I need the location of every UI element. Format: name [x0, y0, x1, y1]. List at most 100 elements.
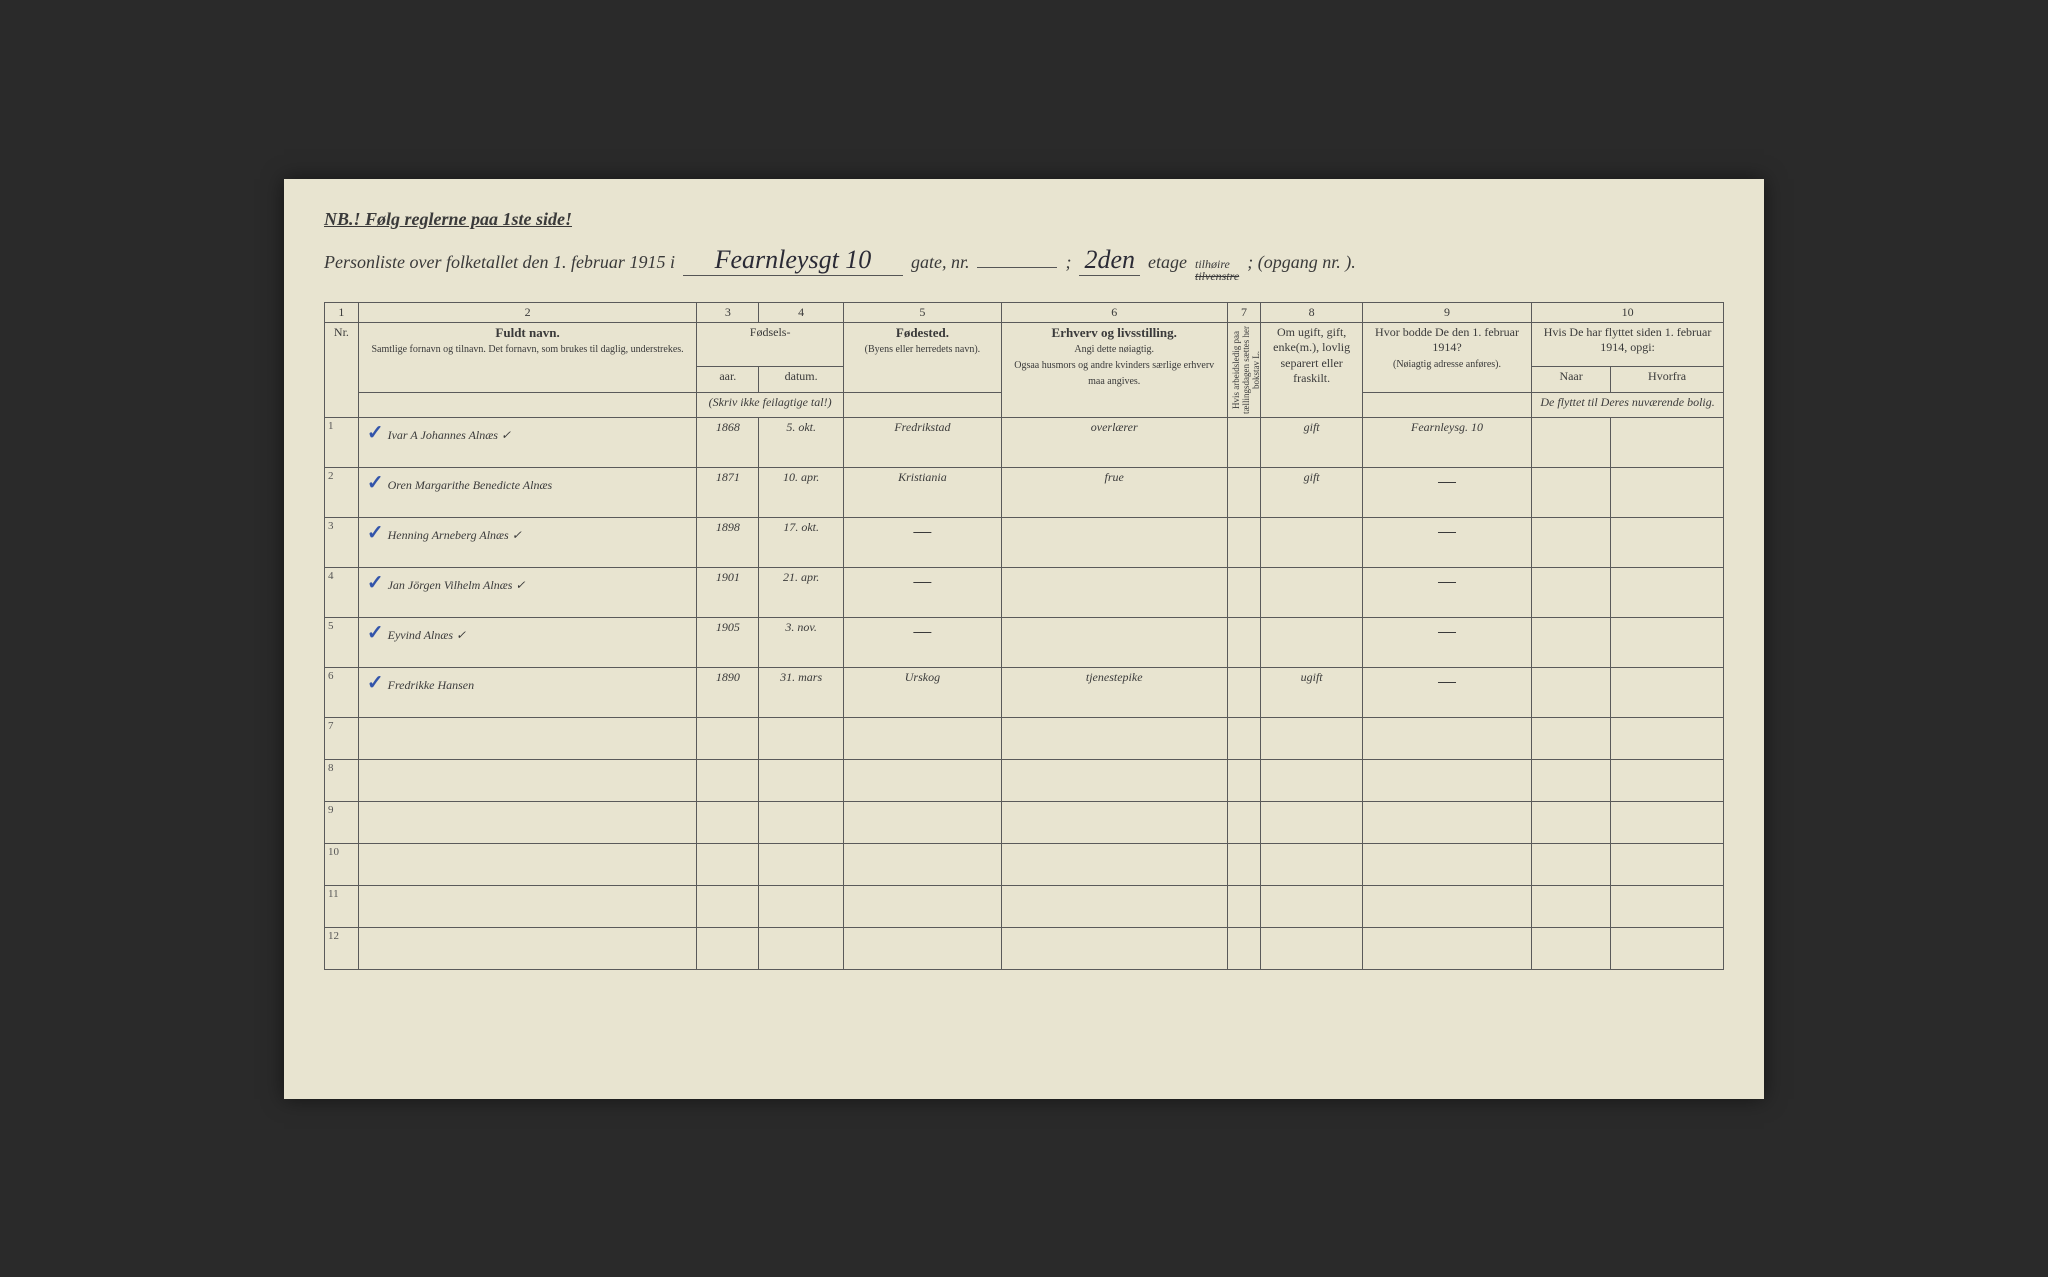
hdr-nr: Nr. [325, 322, 359, 417]
check-icon: ✓ [367, 622, 384, 644]
row-c10b [1611, 667, 1724, 717]
row-nr: 12 [325, 927, 359, 969]
colnum-9: 9 [1362, 302, 1531, 322]
row-place: — [843, 567, 1001, 617]
row-name: ✓Fredrikke Hansen [358, 667, 696, 717]
row-name: ✓Jan Jörgen Vilhelm Alnæs ✓ [358, 567, 696, 617]
row-c9: — [1362, 667, 1531, 717]
row-occ: overlærer [1001, 417, 1227, 467]
table-row-empty: 11 [325, 885, 1724, 927]
colnum-7: 7 [1227, 302, 1261, 322]
row-year: 1868 [697, 417, 759, 467]
row-occ [1001, 567, 1227, 617]
header-main-row: Nr. Fuldt navn. Samtlige fornavn og tiln… [325, 322, 1724, 367]
hdr-10a: Naar [1532, 367, 1611, 392]
row-occ: frue [1001, 467, 1227, 517]
row-place: Fredrikstad [843, 417, 1001, 467]
hdr-place-blank [843, 392, 1001, 417]
row-nr: 6 [325, 667, 359, 717]
row-c10b [1611, 467, 1724, 517]
row-date: 31. mars [759, 667, 844, 717]
row-c8: ugift [1261, 667, 1363, 717]
row-name: ✓Eyvind Alnæs ✓ [358, 617, 696, 667]
hdr-occ: Erhverv og livsstilling. Angi dette nøia… [1001, 322, 1227, 417]
hdr-date: datum. [759, 367, 844, 392]
row-nr: 10 [325, 843, 359, 885]
hdr-birth: Fødsels- [697, 322, 844, 367]
row-c9: — [1362, 617, 1531, 667]
row-c9: — [1362, 517, 1531, 567]
colnum-8: 8 [1261, 302, 1363, 322]
table-row-empty: 12 [325, 927, 1724, 969]
column-number-row: 1 2 3 4 5 6 7 8 9 10 [325, 302, 1724, 322]
row-c8: gift [1261, 417, 1363, 467]
hdr-9-blank [1362, 392, 1531, 417]
hdr-10b: Hvorfra [1611, 367, 1724, 392]
row-occ [1001, 517, 1227, 567]
hdr-10: Hvis De har flyttet siden 1. februar 191… [1532, 322, 1724, 367]
row-c10b [1611, 567, 1724, 617]
row-nr: 1 [325, 417, 359, 467]
table-row: 6✓Fredrikke Hansen189031. marsUrskogtjen… [325, 667, 1724, 717]
row-place: Kristiania [843, 467, 1001, 517]
row-occ [1001, 617, 1227, 667]
row-c8 [1261, 517, 1363, 567]
row-year: 1898 [697, 517, 759, 567]
etage-label: etage [1148, 252, 1187, 273]
check-icon: ✓ [367, 472, 384, 494]
row-occ: tjenestepike [1001, 667, 1227, 717]
check-icon: ✓ [367, 572, 384, 594]
row-name: ✓Ivar A Johannes Alnæs ✓ [358, 417, 696, 467]
gate-value [977, 267, 1057, 268]
row-name: ✓Henning Arneberg Alnæs ✓ [358, 517, 696, 567]
check-icon: ✓ [367, 422, 384, 444]
check-icon: ✓ [367, 522, 384, 544]
colnum-6: 6 [1001, 302, 1227, 322]
row-c10a [1532, 517, 1611, 567]
table-row-empty: 10 [325, 843, 1724, 885]
row-date: 3. nov. [759, 617, 844, 667]
row-c8 [1261, 567, 1363, 617]
census-body: 1✓Ivar A Johannes Alnæs ✓18685. okt.Fred… [325, 417, 1724, 969]
row-c7 [1227, 417, 1261, 467]
row-date: 21. apr. [759, 567, 844, 617]
row-nr: 8 [325, 759, 359, 801]
colnum-3: 3 [697, 302, 759, 322]
colnum-4: 4 [759, 302, 844, 322]
row-c10b [1611, 617, 1724, 667]
table-row-empty: 7 [325, 717, 1724, 759]
row-place: — [843, 517, 1001, 567]
table-row: 5✓Eyvind Alnæs ✓19053. nov.—— [325, 617, 1724, 667]
header-prefix: Personliste over folketallet den 1. febr… [324, 252, 675, 273]
row-nr: 3 [325, 517, 359, 567]
row-c9: Fearnleysg. 10 [1362, 417, 1531, 467]
table-row: 3✓Henning Arneberg Alnæs ✓189817. okt.—— [325, 517, 1724, 567]
row-c10a [1532, 667, 1611, 717]
row-c10a [1532, 617, 1611, 667]
colnum-5: 5 [843, 302, 1001, 322]
row-nr: 2 [325, 467, 359, 517]
row-c9: — [1362, 467, 1531, 517]
row-c10b [1611, 417, 1724, 467]
opgang-label: ; (opgang nr. ). [1247, 252, 1356, 273]
hdr-9: Hvor bodde De den 1. februar 1914? (Nøia… [1362, 322, 1531, 392]
table-row: 1✓Ivar A Johannes Alnæs ✓18685. okt.Fred… [325, 417, 1724, 467]
row-date: 5. okt. [759, 417, 844, 467]
row-place: Urskog [843, 667, 1001, 717]
row-c7 [1227, 467, 1261, 517]
street-field: Fearnleysgt 10 [683, 245, 903, 276]
row-year: 1905 [697, 617, 759, 667]
hdr-name-blank [358, 392, 696, 417]
row-c10a [1532, 467, 1611, 517]
hdr-year: aar. [697, 367, 759, 392]
row-year: 1871 [697, 467, 759, 517]
row-c7 [1227, 567, 1261, 617]
row-c7 [1227, 667, 1261, 717]
colnum-2: 2 [358, 302, 696, 322]
row-year: 1890 [697, 667, 759, 717]
hdr-place: Fødested. (Byens eller herredets navn). [843, 322, 1001, 392]
table-row: 2✓Oren Margarithe Benedicte Alnæs187110.… [325, 467, 1724, 517]
side-option: tilhøire tilvenstre [1195, 258, 1239, 282]
row-date: 10. apr. [759, 467, 844, 517]
table-row-empty: 9 [325, 801, 1724, 843]
